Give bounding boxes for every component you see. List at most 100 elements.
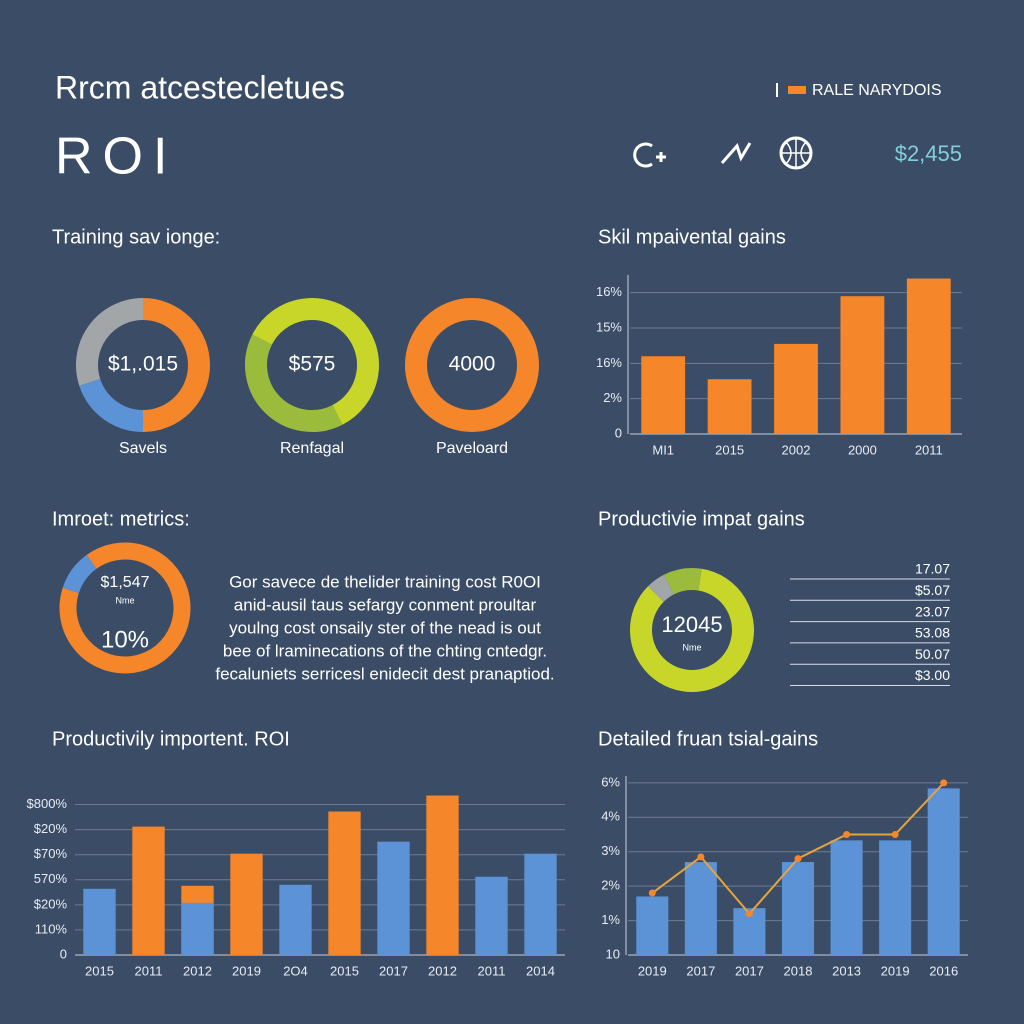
- impact-text-line: anid-ausil taus sefargy conment proultar: [234, 595, 537, 614]
- bar: [230, 853, 263, 955]
- side-value-label: 50.07: [915, 646, 950, 662]
- side-value-label: 17.07: [915, 561, 950, 577]
- y-tick-label: 110%: [35, 921, 68, 936]
- bar: [906, 278, 951, 434]
- line-point: [940, 779, 948, 787]
- side-value-label: 23.07: [915, 603, 950, 619]
- plus-icon: [656, 152, 666, 162]
- donut-segment: [142, 298, 210, 432]
- donut-segment: [252, 298, 379, 425]
- bar: [927, 788, 960, 955]
- x-tick-label: 2011: [478, 963, 506, 978]
- donut-segment: [648, 574, 675, 603]
- donut-segment: [630, 568, 754, 692]
- donut-segment: [76, 298, 144, 386]
- donut-center-label: 12045: [661, 612, 722, 637]
- donut-caption: Paveloard: [436, 440, 508, 457]
- trend-icon: [720, 142, 752, 164]
- y-tick-label: 0: [615, 425, 622, 440]
- line-point: [697, 853, 705, 861]
- bar: [475, 876, 508, 955]
- y-tick-label: 0: [60, 946, 67, 961]
- x-tick-label: 2000: [848, 442, 877, 457]
- x-tick-label: 2011: [135, 963, 163, 978]
- section-title: Detailed fruan tsial-gains: [598, 728, 818, 750]
- x-tick-label: 2015: [715, 442, 744, 457]
- donut-segment: [59, 542, 191, 674]
- bar: [879, 840, 912, 955]
- donut-segment: [245, 334, 343, 432]
- bar: [377, 841, 410, 955]
- donut-segment: [62, 555, 97, 594]
- y-tick-label: 2%: [603, 390, 622, 405]
- donut-segment: [79, 378, 144, 432]
- impact-text-line: bee of lraminecations of the chting cnte…: [223, 641, 547, 660]
- y-tick-label: 16%: [596, 355, 622, 370]
- page-title: Rrcm atcestecletues: [55, 69, 345, 105]
- bar: [684, 862, 717, 955]
- x-tick-label: 2002: [782, 442, 811, 457]
- x-tick-label: 2O4: [283, 963, 308, 978]
- y-tick-label: 16%: [596, 284, 622, 299]
- x-tick-label: 2011: [915, 442, 943, 457]
- impact-text-line: fecaluniets serricesl enidecit dest pran…: [215, 664, 554, 683]
- donut-center-label: $1,547: [101, 574, 150, 591]
- x-tick-label: 2015: [85, 963, 114, 978]
- y-tick-label: 4%: [601, 809, 620, 824]
- bar: [328, 811, 361, 955]
- donut-caption: Renfagal: [280, 440, 344, 457]
- refresh-icon: [633, 142, 653, 168]
- section-title: Productivily importent. ROI: [52, 728, 290, 750]
- bar: [181, 902, 214, 955]
- x-tick-label: MI1: [652, 442, 674, 457]
- bar: [83, 888, 116, 955]
- bar: [636, 896, 669, 955]
- bar: [524, 853, 557, 955]
- y-tick-label: 15%: [596, 319, 622, 334]
- page-subtitle: ROI: [55, 128, 177, 186]
- section-title: Skil mpaivental gains: [598, 226, 786, 248]
- legend-label: RALE NARYDOIS: [812, 82, 942, 99]
- donut-sub-label: Nme: [115, 595, 134, 605]
- y-tick-label: 2%: [601, 878, 620, 893]
- line-point: [794, 855, 802, 863]
- donut-caption: Savels: [119, 440, 167, 457]
- donut-center-label: $575: [289, 353, 336, 376]
- y-tick-label: $70%: [34, 846, 68, 861]
- header-icons: [633, 136, 813, 170]
- donut-center-label: $1,.015: [108, 353, 178, 376]
- section-title: Imroet: metrics:: [52, 508, 190, 530]
- donut-segment: [663, 568, 702, 595]
- impact-text-line: youlng cost onsaily ster of the nead is …: [229, 618, 541, 637]
- x-tick-label: 2012: [183, 963, 212, 978]
- donut-big-label: 10%: [101, 626, 149, 653]
- y-tick-label: 3%: [601, 843, 620, 858]
- side-value-label: $5.07: [915, 582, 950, 598]
- bar: [641, 356, 686, 434]
- x-tick-label: 2013: [832, 963, 861, 978]
- bar: [774, 343, 818, 434]
- x-tick-label: 2015: [330, 963, 359, 978]
- x-tick-label: 2019: [638, 963, 667, 978]
- impact-text-line: Gor savece de thelider training cost R0O…: [229, 572, 541, 591]
- bar: [781, 862, 815, 955]
- y-tick-label: 570%: [34, 871, 68, 886]
- y-tick-label: 6%: [601, 774, 620, 789]
- line-point: [843, 831, 851, 839]
- x-tick-label: 2014: [526, 963, 555, 978]
- y-tick-label: $20%: [34, 821, 68, 836]
- line-point: [745, 910, 753, 918]
- donut-segment: [405, 298, 539, 432]
- header-amount: $2,455: [895, 141, 962, 166]
- x-tick-label: 2016: [929, 963, 958, 978]
- x-tick-label: 2018: [784, 963, 813, 978]
- bar: [132, 826, 165, 955]
- section-title: Training sav ionge:: [52, 226, 220, 248]
- x-tick-label: 2017: [379, 963, 408, 978]
- legend-swatch: [788, 86, 806, 94]
- y-tick-label: $20%: [34, 896, 68, 911]
- x-tick-label: 2017: [735, 963, 764, 978]
- bar: [426, 795, 459, 955]
- line-point: [891, 831, 899, 839]
